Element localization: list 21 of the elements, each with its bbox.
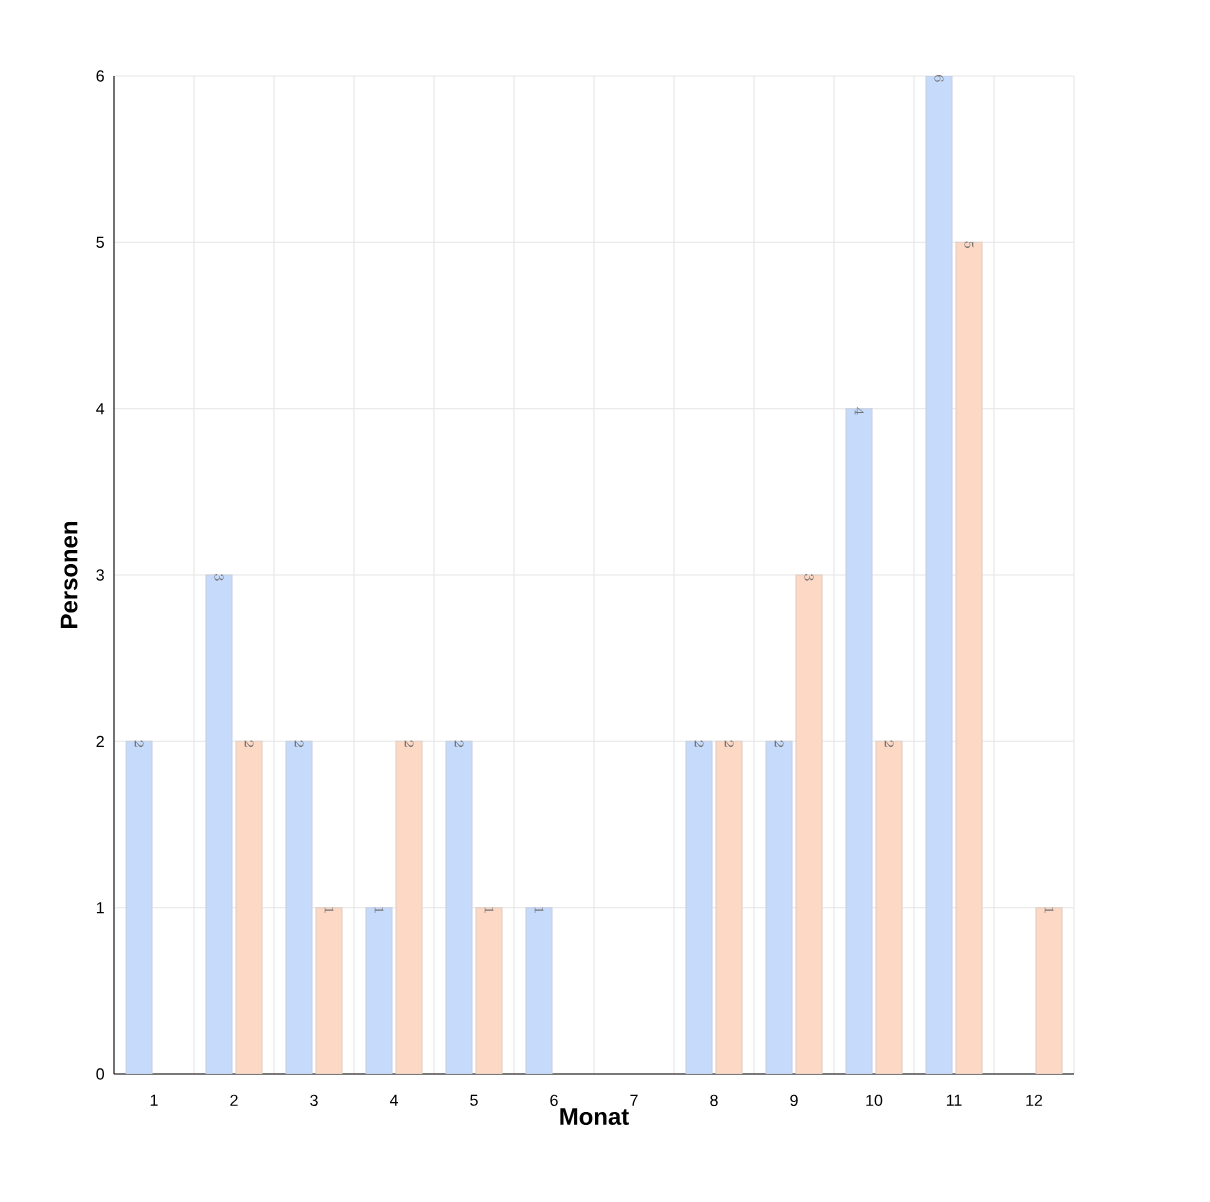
- bar: [525, 907, 553, 1074]
- bar: [205, 574, 233, 1074]
- bar: [395, 740, 423, 1074]
- bar: [955, 241, 983, 1074]
- bar: [125, 740, 153, 1074]
- bar: [315, 907, 343, 1074]
- x-axis-title: Monat: [560, 1108, 629, 1126]
- bar: [765, 740, 793, 1074]
- bar: [875, 740, 903, 1074]
- bar: [925, 76, 953, 1074]
- bar: [445, 740, 473, 1074]
- bar: [685, 740, 713, 1074]
- y-axis-title: Personen: [60, 522, 78, 628]
- bar: [475, 907, 503, 1074]
- bar: [845, 408, 873, 1074]
- bar: [715, 740, 743, 1074]
- bar: [235, 740, 263, 1074]
- bar: [285, 740, 313, 1074]
- bar: [365, 907, 393, 1074]
- bar: [795, 574, 823, 1074]
- bar: [1035, 907, 1063, 1074]
